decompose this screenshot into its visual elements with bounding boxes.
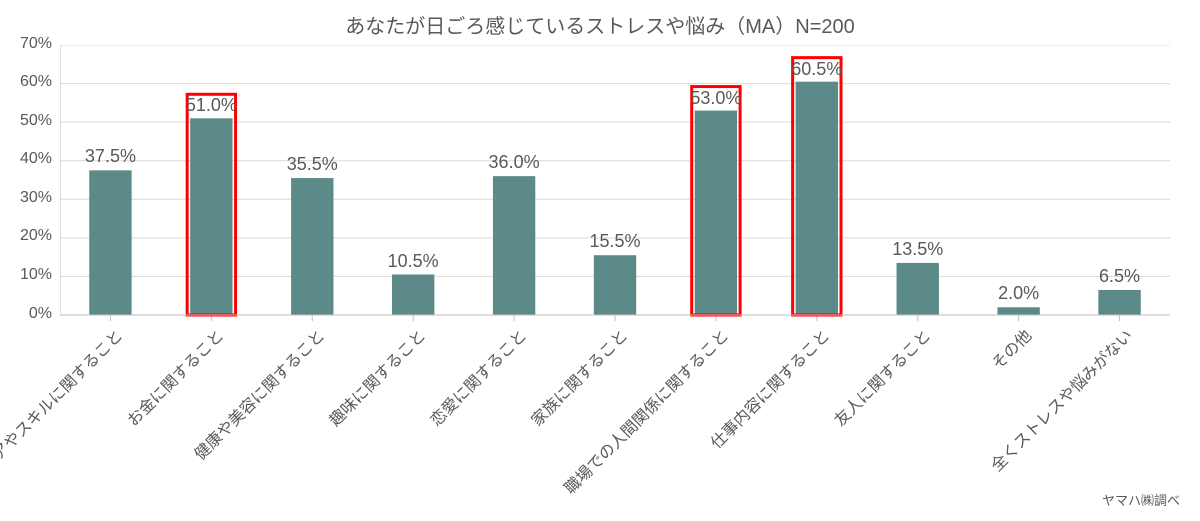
plot-area: [60, 45, 1170, 322]
y-tick-label: 20%: [0, 227, 52, 245]
bar: [291, 178, 333, 315]
bar-value-label: 37.5%: [70, 146, 150, 167]
y-tick-label: 50%: [0, 112, 52, 130]
x-category-label: 職場での人間関係に関すること: [558, 323, 733, 498]
bar-value-label: 51.0%: [171, 95, 251, 116]
bar-value-label: 13.5%: [878, 239, 958, 260]
bar-value-label: 60.5%: [777, 59, 857, 80]
bar-value-label: 35.5%: [272, 154, 352, 175]
x-category-label: お金に関すること: [121, 323, 228, 430]
chart-title: あなたが日ごろ感じているストレスや悩み（MA）N=200: [0, 10, 1200, 39]
x-category-label: 家族に関すること: [524, 323, 631, 430]
bar-value-label: 2.0%: [979, 283, 1059, 304]
x-category-label: キャリアやスキルに関すること: [0, 323, 127, 498]
bar: [997, 307, 1039, 315]
bar: [897, 263, 939, 315]
bar: [695, 111, 737, 315]
x-category-label: 趣味に関すること: [323, 323, 430, 430]
bar-value-label: 10.5%: [373, 251, 453, 272]
bar: [190, 118, 232, 315]
bar-value-label: 53.0%: [676, 88, 756, 109]
y-tick-label: 0%: [0, 305, 52, 323]
y-tick-label: 30%: [0, 189, 52, 207]
bar: [493, 176, 535, 315]
chart-container: あなたが日ごろ感じているストレスや悩み（MA）N=200 ヤマハ㈱調べ 0% 10…: [0, 0, 1200, 521]
x-category-label: 恋愛に関すること: [424, 323, 531, 430]
bar-value-label: 36.0%: [474, 152, 554, 173]
bar: [392, 275, 434, 316]
x-category-label: その他: [985, 323, 1036, 374]
source-note: ヤマハ㈱調べ: [1102, 490, 1180, 509]
y-tick-label: 70%: [0, 35, 52, 53]
bar: [796, 82, 838, 315]
y-tick-label: 40%: [0, 150, 52, 168]
bar-value-label: 15.5%: [575, 231, 655, 252]
x-category-label: 友人に関すること: [827, 323, 934, 430]
y-tick-label: 10%: [0, 266, 52, 284]
bar: [1098, 290, 1140, 315]
bar: [89, 170, 131, 315]
bar-value-label: 6.5%: [1080, 266, 1160, 287]
y-tick-label: 60%: [0, 73, 52, 91]
bar: [594, 255, 636, 315]
